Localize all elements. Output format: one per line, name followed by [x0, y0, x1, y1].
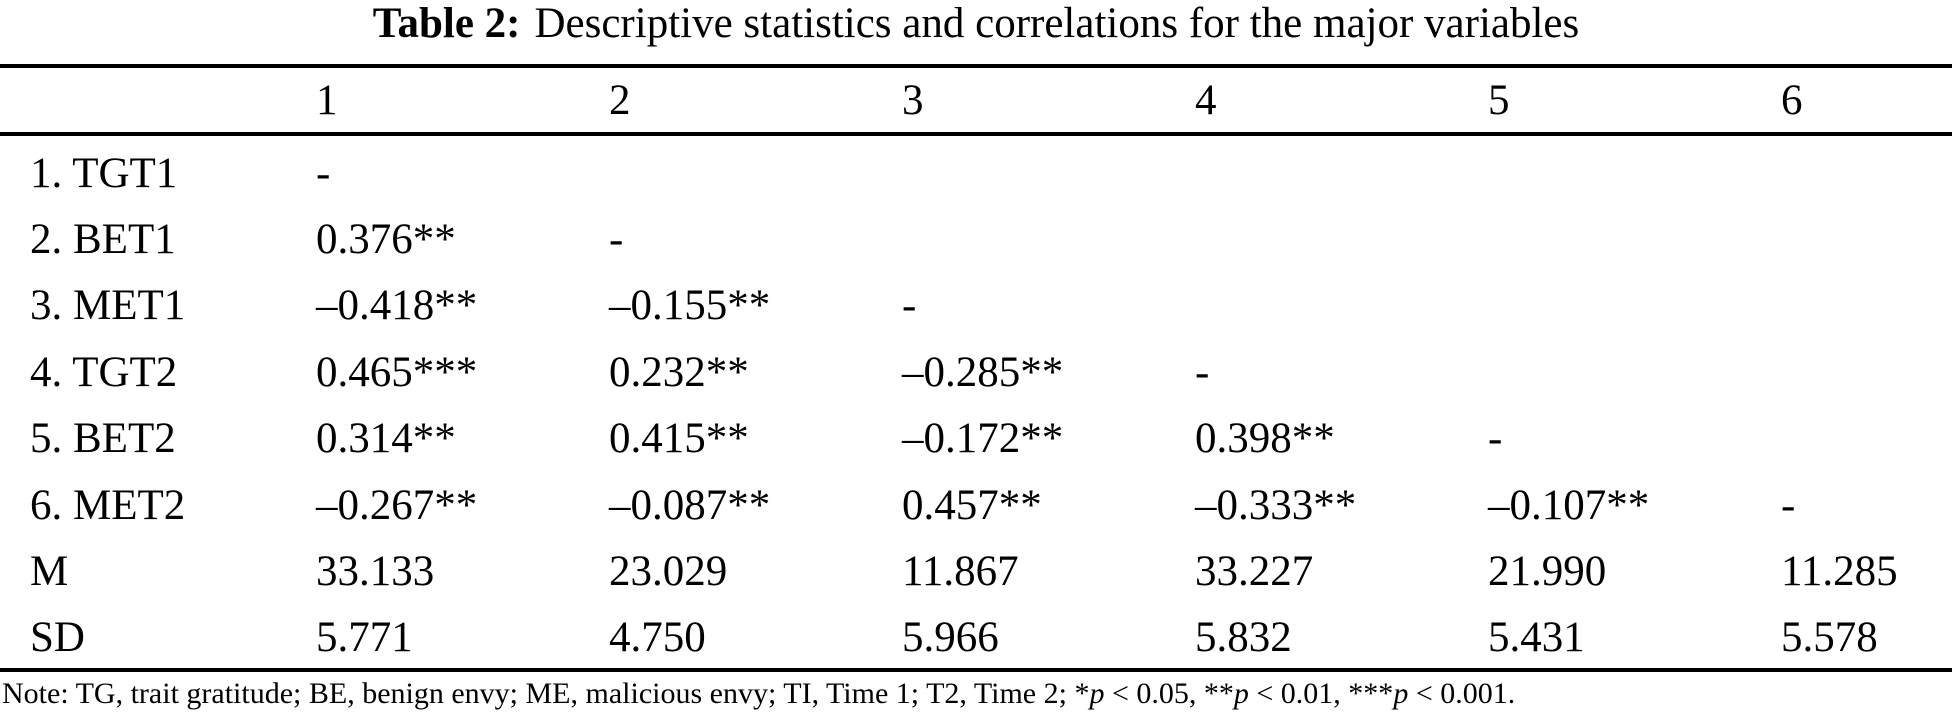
row-label: SD — [30, 614, 85, 662]
value-cell: –0.087** — [609, 481, 771, 529]
table-row: 3. MET1 –0.418** –0.155** - — [0, 273, 1952, 339]
header-divider-rule — [0, 132, 1952, 136]
note-segment: Note: TG, trait gratitude; BE, benign en… — [2, 677, 1090, 710]
row-label: 6. MET2 — [30, 481, 186, 529]
value-cell: - — [902, 282, 917, 330]
value-cell: –0.172** — [902, 415, 1064, 463]
value-cell: - — [1781, 481, 1796, 529]
note-italic-segment: p — [1233, 677, 1249, 710]
value-cell: 5.832 — [1195, 614, 1292, 662]
value-cell: - — [609, 216, 624, 264]
value-cell: 33.133 — [316, 548, 435, 596]
table-header-row: 1 2 3 4 5 6 — [0, 68, 1952, 132]
row-label: M — [30, 548, 69, 596]
value-cell: –0.267** — [316, 481, 478, 529]
table-row: M 33.133 23.029 11.867 33.227 21.990 11.285 — [0, 538, 1952, 604]
value-cell: - — [1488, 415, 1503, 463]
value-cell: 11.285 — [1781, 548, 1898, 596]
table-caption-number: Table 2: — [372, 0, 521, 47]
value-cell: - — [1195, 348, 1210, 396]
value-cell: –0.155** — [609, 282, 771, 330]
column-header: 6 — [1781, 76, 1803, 124]
value-cell: 0.314** — [316, 415, 456, 463]
value-cell: 0.457** — [902, 481, 1042, 529]
column-header: 1 — [316, 76, 338, 124]
value-cell: 0.232** — [609, 348, 749, 396]
value-cell: 11.867 — [902, 548, 1019, 596]
table-body: 1. TGT1 - 2. BET1 0.376** - 3. MET1 –0.418** –0… — [0, 140, 1952, 671]
column-header: 2 — [609, 76, 631, 124]
value-cell: 33.227 — [1195, 548, 1314, 596]
row-label: 4. TGT2 — [30, 348, 178, 396]
value-cell: –0.107** — [1488, 481, 1650, 529]
value-cell: 23.029 — [609, 548, 728, 596]
value-cell: 0.376** — [316, 216, 456, 264]
table-top-rule — [0, 64, 1952, 68]
value-cell: 0.398** — [1195, 415, 1335, 463]
table-row: 6. MET2 –0.267** –0.087** 0.457** –0.333** –0… — [0, 472, 1952, 538]
row-label: 1. TGT1 — [30, 149, 178, 197]
value-cell: 5.771 — [316, 614, 413, 662]
value-cell: 21.990 — [1488, 548, 1607, 596]
note-segment: < 0.05, ** — [1104, 677, 1234, 710]
table-row: 2. BET1 0.376** - — [0, 206, 1952, 272]
note-segment: < 0.001. — [1408, 677, 1516, 710]
row-label: 2. BET1 — [30, 216, 176, 264]
value-cell: 4.750 — [609, 614, 706, 662]
table-row: SD 5.771 4.750 5.966 5.832 5.431 5.578 — [0, 605, 1952, 671]
value-cell: –0.285** — [902, 348, 1064, 396]
table-row: 1. TGT1 - — [0, 140, 1952, 206]
value-cell: 0.415** — [609, 415, 749, 463]
column-header: 3 — [902, 76, 924, 124]
value-cell: –0.418** — [316, 282, 478, 330]
column-header: 5 — [1488, 76, 1510, 124]
value-cell: 5.578 — [1781, 614, 1878, 662]
value-cell: –0.333** — [1195, 481, 1357, 529]
value-cell: 0.465*** — [316, 348, 478, 396]
table-row: 5. BET2 0.314** 0.415** –0.172** 0.398** - — [0, 406, 1952, 472]
note-italic-segment: p — [1393, 677, 1409, 710]
table-caption-text: Descriptive statistics and correlations … — [534, 0, 1580, 47]
note-segment: < 0.01, *** — [1248, 677, 1394, 710]
table-caption: Table 2: Descriptive statistics and corre… — [0, 0, 1952, 48]
value-cell: - — [316, 149, 331, 197]
row-label: 3. MET1 — [30, 282, 186, 330]
table-bottom-rule — [0, 668, 1952, 672]
value-cell: 5.431 — [1488, 614, 1585, 662]
table-row: 4. TGT2 0.465*** 0.232** –0.285** - — [0, 339, 1952, 405]
note-italic-segment: p — [1089, 677, 1105, 710]
table-note: Note: TG, trait gratitude; BE, benign en… — [2, 676, 1515, 712]
value-cell: 5.966 — [902, 614, 999, 662]
column-header: 4 — [1195, 76, 1217, 124]
row-label: 5. BET2 — [30, 415, 176, 463]
